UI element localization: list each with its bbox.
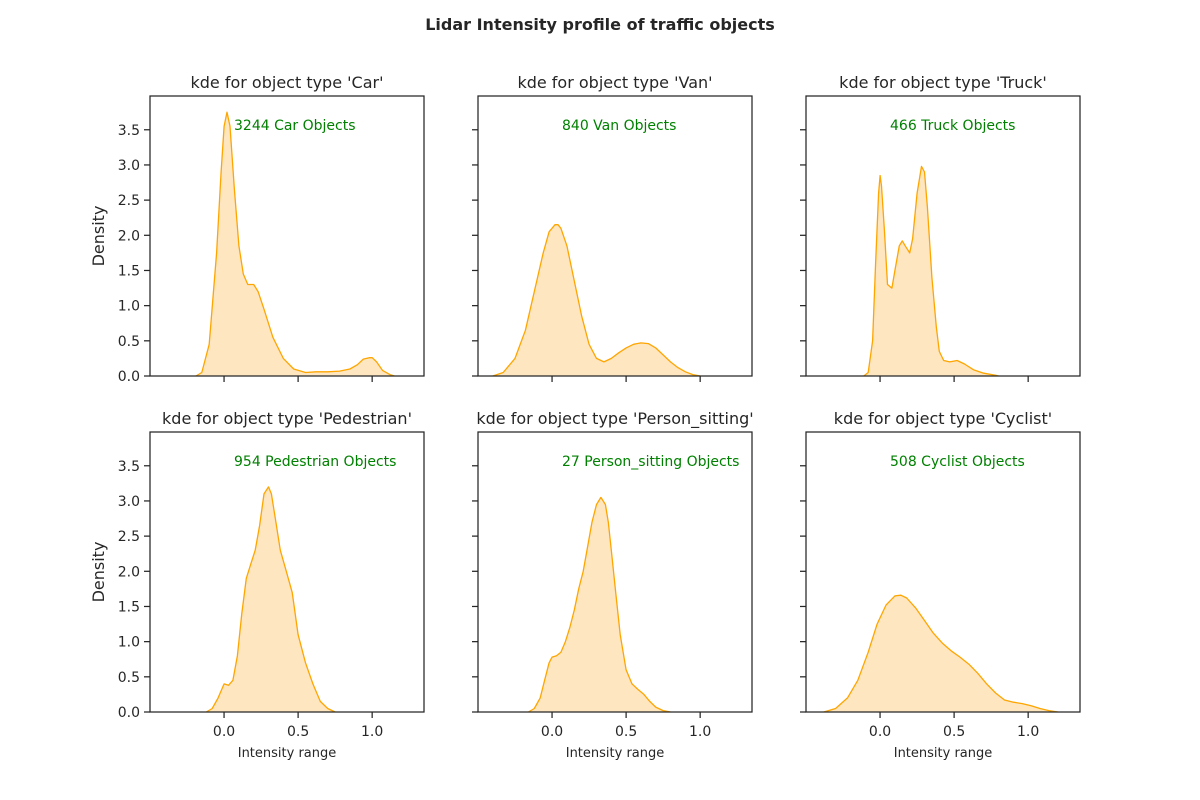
subplot-4: 0.0 0.5 1.0 kde for object type 'Person_sit… — [472, 409, 754, 761]
kde-line — [195, 111, 395, 377]
subplot-title: kde for object type 'Cyclist' — [834, 409, 1052, 428]
subplot-3: 0.0 0.5 1.0 0.0 0.5 1.0 1.5 2.0 2.5 3.0 3.5 kde for… — [89, 409, 425, 761]
kde-line — [528, 496, 671, 713]
y-tick-label: 1.0 — [118, 299, 140, 315]
kde-line — [205, 486, 336, 713]
kde-fill-area — [195, 112, 395, 376]
object-count-annotation: 3244 Car Objects — [234, 118, 356, 134]
object-count-annotation: 27 Person_sitting Objects — [562, 454, 739, 470]
plot-frame — [477, 95, 753, 377]
x-axis-label: Intensity range — [238, 746, 337, 761]
subplot-grid: 0.0 0.5 1.0 1.5 2.0 2.5 3.0 3.5 kde for object t… — [89, 73, 1081, 761]
subplot-5: 0.0 0.5 1.0 kde for object type 'Cyclist' 50… — [800, 409, 1081, 761]
x-tick-label: 0.5 — [287, 724, 309, 740]
y-tick-label: 3.0 — [118, 158, 140, 174]
plot-frame — [805, 431, 1081, 713]
kde-fill-area — [492, 224, 701, 376]
figure-title: Lidar Intensity profile of traffic objec… — [425, 15, 775, 34]
kde-line — [863, 165, 999, 377]
x-axis-label: Intensity range — [894, 746, 993, 761]
kde-fill-area — [206, 486, 336, 712]
subplot-title: kde for object type 'Pedestrian' — [162, 409, 412, 428]
subplot-title: kde for object type 'Person_sitting' — [476, 409, 753, 429]
subplot-0: 0.0 0.5 1.0 1.5 2.0 2.5 3.0 3.5 kde for object t… — [89, 73, 425, 385]
y-axis-label: Density — [89, 206, 108, 267]
subplot-2: kde for object type 'Truck' 466 Truck Obj… — [800, 73, 1081, 382]
y-tick-label: 3.0 — [118, 494, 140, 510]
kde-line — [823, 594, 1058, 713]
y-tick-label: 0.0 — [118, 705, 140, 721]
y-axis-label: Density — [89, 542, 108, 603]
y-tick-label: 2.0 — [118, 564, 140, 580]
plot-frame — [477, 431, 753, 713]
object-count-annotation: 508 Cyclist Objects — [890, 454, 1025, 470]
x-tick-label: 0.0 — [869, 724, 891, 740]
y-tick-label: 1.5 — [118, 263, 140, 279]
plot-frame — [805, 95, 1081, 377]
object-count-annotation: 466 Truck Objects — [890, 118, 1015, 134]
y-tick-label: 2.5 — [118, 193, 140, 209]
plot-frame — [149, 95, 425, 377]
y-tick-label: 0.0 — [118, 369, 140, 385]
y-tick-label: 1.5 — [118, 599, 140, 615]
x-tick-label: 1.0 — [361, 724, 383, 740]
x-tick-label: 0.5 — [943, 724, 965, 740]
object-count-annotation: 840 Van Objects — [562, 118, 676, 134]
subplot-title: kde for object type 'Van' — [517, 73, 712, 92]
kde-line — [492, 224, 701, 377]
y-tick-label: 3.5 — [118, 459, 140, 475]
x-tick-label: 0.0 — [213, 724, 235, 740]
kde-fill-area — [528, 497, 671, 712]
y-tick-label: 1.0 — [118, 635, 140, 651]
y-tick-label: 0.5 — [118, 334, 140, 350]
subplot-title: kde for object type 'Car' — [190, 73, 383, 92]
x-tick-label: 1.0 — [1017, 724, 1039, 740]
y-tick-label: 2.5 — [118, 529, 140, 545]
object-count-annotation: 954 Pedestrian Objects — [234, 454, 396, 470]
kde-fill-area — [823, 595, 1058, 712]
plot-frame — [149, 431, 425, 713]
x-tick-label: 1.0 — [689, 724, 711, 740]
subplot-1: kde for object type 'Van' 840 Van Objects — [472, 73, 753, 382]
x-axis-label: Intensity range — [566, 746, 665, 761]
subplot-title: kde for object type 'Truck' — [839, 73, 1047, 92]
x-tick-label: 0.5 — [615, 724, 637, 740]
y-tick-label: 0.5 — [118, 670, 140, 686]
y-tick-label: 3.5 — [118, 123, 140, 139]
y-tick-label: 2.0 — [118, 228, 140, 244]
x-tick-label: 0.0 — [541, 724, 563, 740]
